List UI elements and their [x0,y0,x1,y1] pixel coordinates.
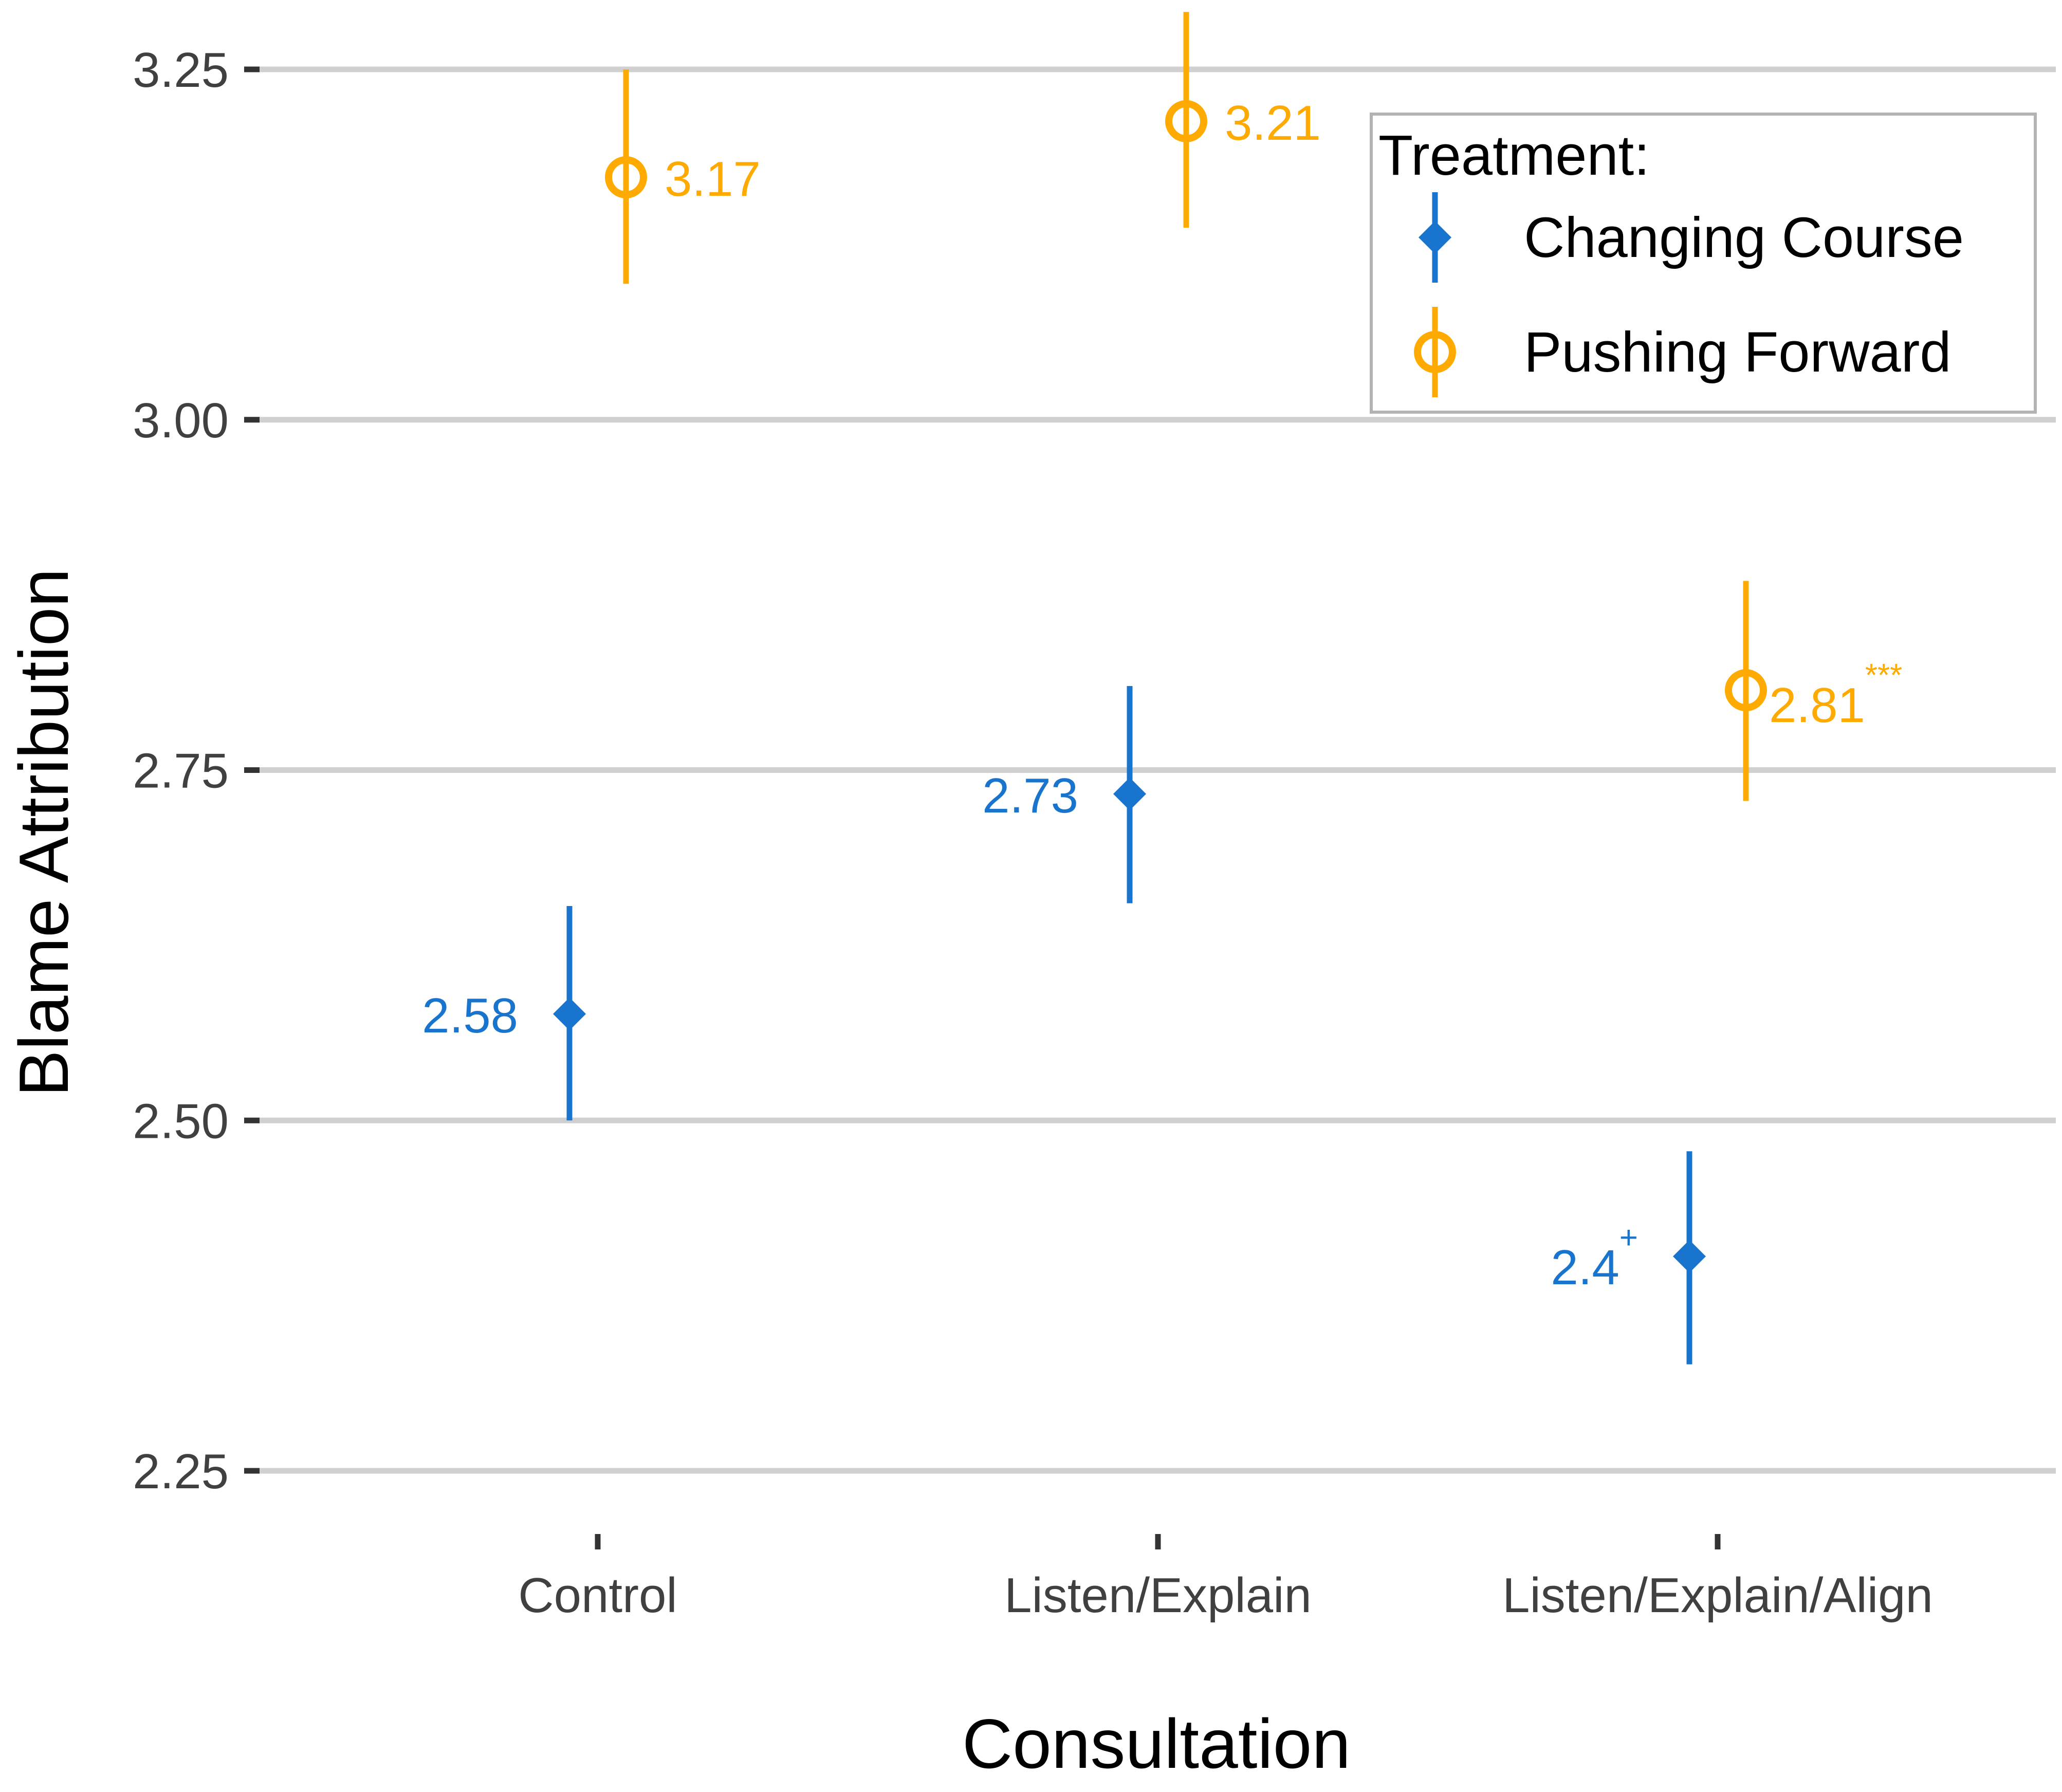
y-tick-label: 2.50 [133,1094,229,1149]
data-point [1673,1240,1706,1273]
significance-mark: *** [1865,658,1902,693]
data-point [553,997,586,1030]
legend: Treatment: Changing Course Pushing Forwar… [1370,113,2037,414]
legend-box [1370,113,2037,414]
gridlines [244,66,2056,1474]
legend-key-marker [1414,331,1456,373]
data-label: 3.21 [1225,96,1321,151]
data-label: 2.73 [982,768,1078,823]
y-tick-label: 2.25 [133,1444,229,1499]
x-axis: Control Listen/Explain Listen/Explain/Alig… [518,1534,1933,1623]
series-pushing-forward: 3.17 3.21 2.81*** [605,12,1902,801]
y-tick-label: 3.00 [133,393,229,448]
legend-entry: Pushing Forward [1524,321,1951,384]
data-point [1113,777,1146,810]
y-tick-label: 3.25 [133,43,229,98]
data-label: 2.4+ [1551,1220,1638,1295]
y-tick-label: 2.75 [133,744,229,799]
legend-entry: Changing Course [1524,206,1964,269]
data-point [605,156,647,198]
y-axis-title: Blame Attribution [5,568,83,1097]
data-label: 2.81*** [1769,658,1902,733]
series-changing-course: 2.58 2.73 2.4+ [422,686,1706,1364]
data-label: 2.58 [422,988,518,1043]
x-tick-label: Listen/Explain/Align [1502,1568,1933,1623]
data-series: 2.58 2.73 2.4+ 3.17 3.21 2.81*** [422,12,1902,1364]
x-tick-label: Control [518,1568,677,1623]
x-tick-label: Listen/Explain [1004,1568,1312,1623]
x-axis-title: Consultation [962,1705,1351,1783]
legend-title: Treatment: [1378,124,1650,187]
significance-mark: + [1619,1220,1638,1255]
legend-key-marker [1419,221,1451,254]
data-point [1165,100,1207,142]
y-axis: 2.25 2.50 2.75 3.00 3.25 [133,43,260,1499]
data-label: 3.17 [665,152,761,207]
data-point [1725,669,1767,712]
